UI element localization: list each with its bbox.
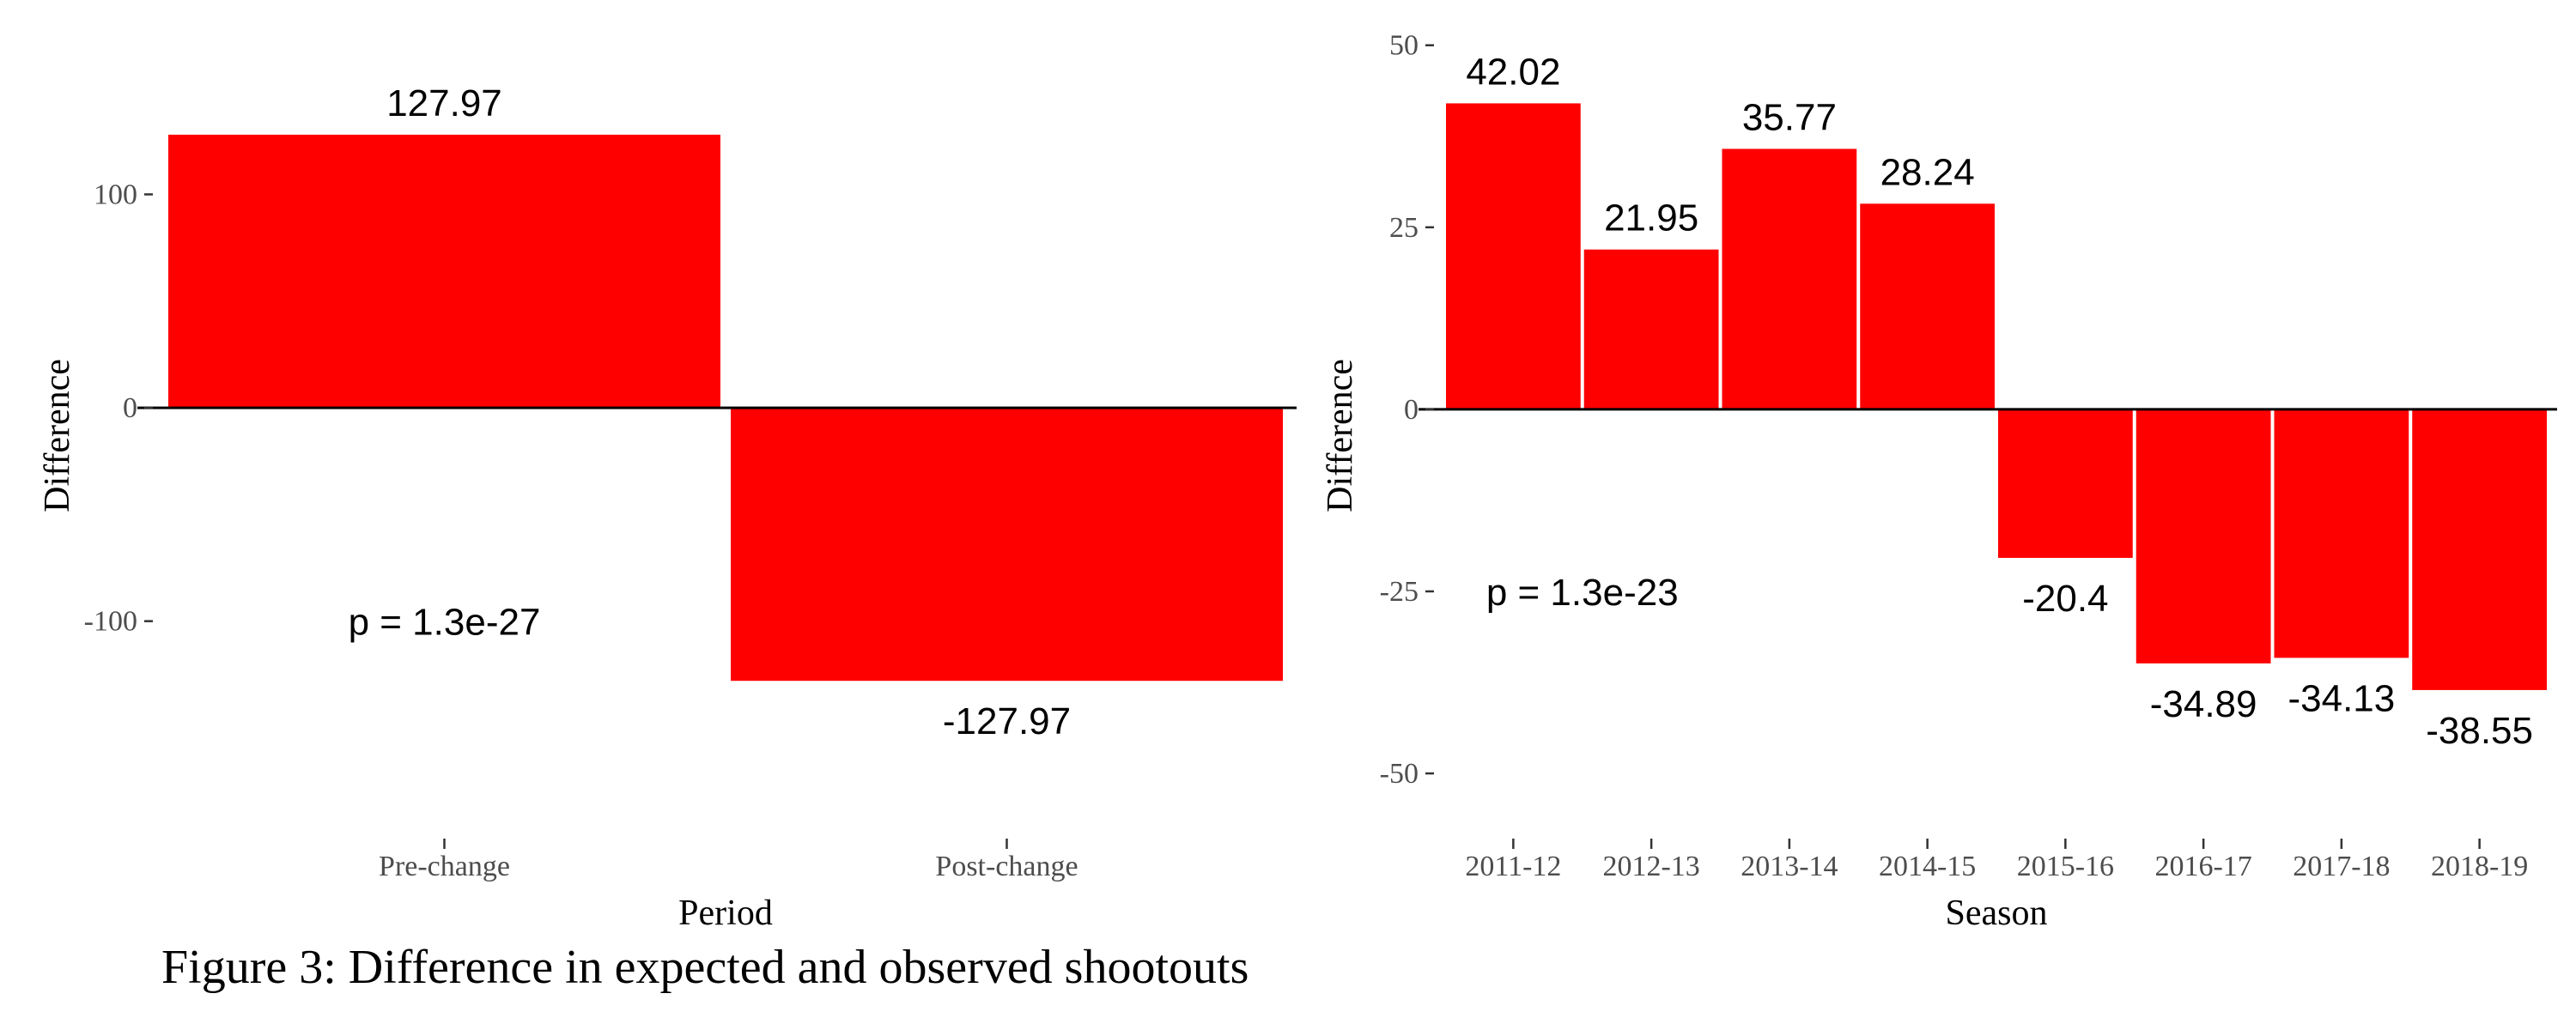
y-axis-title: Difference (38, 359, 77, 512)
x-tick-label: 2016-17 (2154, 851, 2251, 882)
bar-2011-12 (1446, 103, 1581, 409)
x-tick-label: 2018-19 (2431, 851, 2528, 882)
y-axis-title: Difference (1321, 359, 1360, 512)
y-tick-label: -50 (1380, 758, 1419, 790)
bar-2015-16 (1998, 409, 2133, 558)
bar-2014-15 (1860, 203, 1995, 409)
data-label: 28.24 (1880, 151, 1975, 193)
left-chart-panel: 127.97 -127.97 100 0 -100 Pre-change Post-chan… (38, 82, 1297, 933)
y-tick-label: 100 (94, 179, 137, 210)
x-tick-label: Post-change (935, 851, 1078, 882)
data-label: -38.55 (2426, 710, 2533, 752)
x-tick-label: 2014-15 (1879, 851, 1976, 882)
x-tick-label: 2017-18 (2293, 851, 2390, 882)
y-tick-label: -25 (1380, 576, 1419, 608)
y-tick-label: -100 (84, 606, 137, 638)
x-axis-title: Season (1946, 894, 2048, 933)
y-tick-label: 0 (1404, 394, 1419, 426)
bar-2012-13 (1583, 249, 1719, 409)
data-label: -34.13 (2287, 677, 2395, 719)
x-tick-label: 2015-16 (2017, 851, 2114, 882)
p-value-annotation: p = 1.3e-27 (349, 602, 541, 644)
right-chart-panel: 42.02 21.95 35.77 28.24 -20.4 -34.89 -34.13 -38… (1321, 30, 2557, 933)
bar-2013-14 (1722, 148, 1857, 409)
p-value-annotation: p = 1.3e-23 (1486, 572, 1679, 614)
data-label: 21.95 (1604, 197, 1698, 239)
bar-post-change (731, 408, 1283, 682)
bar-2017-18 (2274, 409, 2409, 658)
bar-2016-17 (2136, 409, 2271, 663)
data-label: -34.89 (2150, 683, 2257, 725)
y-tick-label: 25 (1389, 212, 1419, 244)
bar-2018-19 (2412, 409, 2547, 690)
x-tick-label: 2013-14 (1741, 851, 1838, 882)
data-label: 35.77 (1742, 96, 1837, 138)
x-tick-label: Pre-change (379, 851, 510, 882)
x-tick-label: 2012-13 (1602, 851, 1699, 882)
bar-pre-change (168, 134, 720, 409)
figure-caption: Figure 3: Difference in expected and obs… (161, 941, 1249, 994)
data-label: 42.02 (1466, 51, 1560, 93)
y-tick-label: 50 (1389, 30, 1419, 62)
data-label: -20.4 (2022, 578, 2108, 620)
x-axis-title: Period (678, 894, 773, 933)
x-tick-label: 2011-12 (1465, 851, 1561, 882)
data-label: -127.97 (943, 700, 1071, 742)
y-tick-label: 0 (123, 392, 137, 424)
data-label: 127.97 (386, 82, 502, 124)
